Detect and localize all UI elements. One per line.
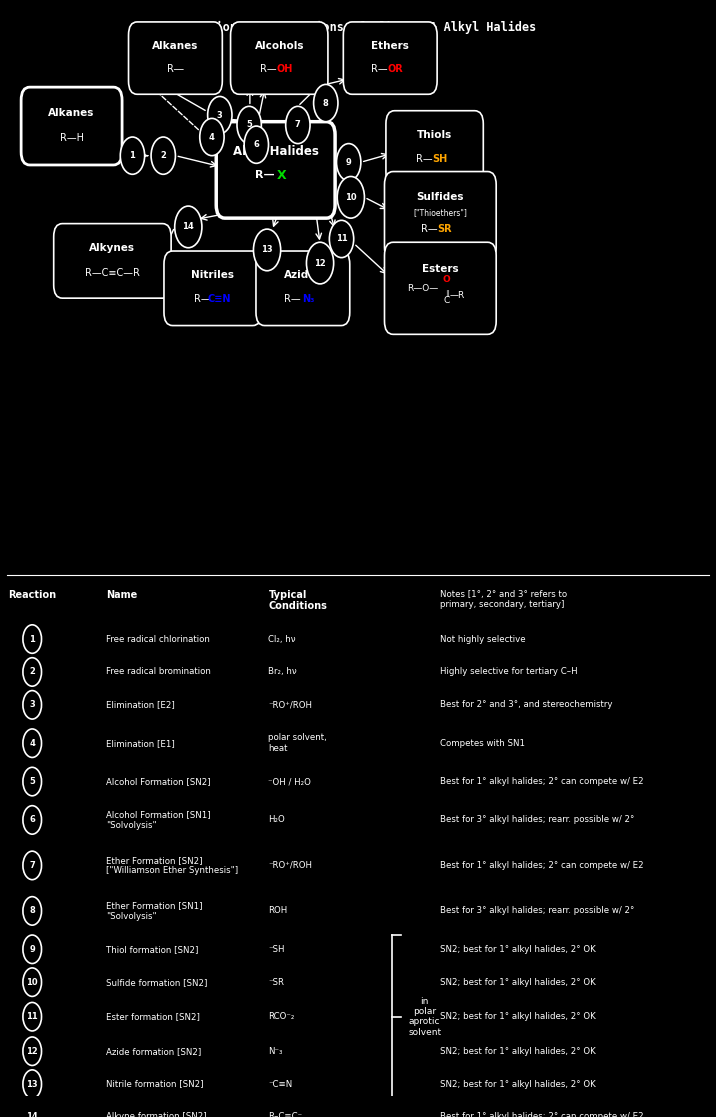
Circle shape xyxy=(23,805,42,834)
Text: Thiol formation [SN2]: Thiol formation [SN2] xyxy=(106,945,198,954)
Text: Alcohol Formation [SN1]
"Solvolysis": Alcohol Formation [SN1] "Solvolysis" xyxy=(106,810,211,830)
Text: Alkyl Halides: Alkyl Halides xyxy=(233,145,319,157)
Text: Nitrile formation [SN2]: Nitrile formation [SN2] xyxy=(106,1080,203,1089)
Text: R—: R— xyxy=(193,294,211,304)
Text: Best for 2° and 3°, and stereochemistry: Best for 2° and 3°, and stereochemistry xyxy=(440,700,613,709)
Text: R–C≡C⁻: R–C≡C⁻ xyxy=(268,1113,303,1117)
Circle shape xyxy=(120,137,145,174)
Circle shape xyxy=(23,690,42,719)
Text: SN2; best for 1° alkyl halides, 2° OK: SN2; best for 1° alkyl halides, 2° OK xyxy=(440,977,596,986)
Text: —R: —R xyxy=(449,292,465,300)
Text: SR: SR xyxy=(437,225,452,235)
Text: 11: 11 xyxy=(336,235,347,244)
Text: Elimination [E2]: Elimination [E2] xyxy=(106,700,175,709)
Circle shape xyxy=(200,118,224,155)
Text: 6: 6 xyxy=(253,141,259,150)
Text: 14: 14 xyxy=(183,222,194,231)
Circle shape xyxy=(286,106,310,144)
FancyBboxPatch shape xyxy=(21,87,122,165)
Text: SN2; best for 1° alkyl halides, 2° OK: SN2; best for 1° alkyl halides, 2° OK xyxy=(440,1047,596,1056)
Text: R—: R— xyxy=(421,225,438,235)
Text: 1: 1 xyxy=(29,634,35,643)
Text: ⁻RO⁺/ROH: ⁻RO⁺/ROH xyxy=(268,700,312,709)
Text: OH: OH xyxy=(276,64,292,74)
Text: ⁻OH / H₂O: ⁻OH / H₂O xyxy=(268,777,311,786)
Text: Typical
Conditions: Typical Conditions xyxy=(268,590,327,611)
Circle shape xyxy=(23,767,42,795)
Text: 13: 13 xyxy=(26,1080,38,1089)
Circle shape xyxy=(23,1070,42,1098)
Text: Highly selective for tertiary C–H: Highly selective for tertiary C–H xyxy=(440,668,578,677)
Text: Free radical bromination: Free radical bromination xyxy=(106,668,211,677)
Text: Not highly selective: Not highly selective xyxy=(440,634,526,643)
Text: R—: R— xyxy=(371,64,388,74)
Text: 8: 8 xyxy=(323,98,329,107)
FancyBboxPatch shape xyxy=(129,22,223,94)
Text: ∥: ∥ xyxy=(445,289,448,296)
Text: 2: 2 xyxy=(160,151,166,160)
Text: Esters: Esters xyxy=(422,264,459,274)
Circle shape xyxy=(208,96,232,134)
Text: C≡N: C≡N xyxy=(208,294,231,304)
Circle shape xyxy=(151,137,175,174)
FancyBboxPatch shape xyxy=(164,251,261,325)
Text: Reaction: Reaction xyxy=(8,590,57,600)
Text: Sulfides: Sulfides xyxy=(417,192,464,202)
Text: Alkynes: Alkynes xyxy=(90,242,135,252)
Text: OR: OR xyxy=(387,64,403,74)
FancyBboxPatch shape xyxy=(386,111,483,185)
Text: Best for 1° alkyl halides; 2° can compete w/ E2: Best for 1° alkyl halides; 2° can compet… xyxy=(440,777,644,786)
Text: 5: 5 xyxy=(246,121,252,130)
Text: 5: 5 xyxy=(29,777,35,786)
Text: R—C≡C—R: R—C≡C—R xyxy=(85,268,140,278)
Text: SN2; best for 1° alkyl halides, 2° OK: SN2; best for 1° alkyl halides, 2° OK xyxy=(440,945,596,954)
Text: H₂O: H₂O xyxy=(268,815,285,824)
Text: Br₂, hν: Br₂, hν xyxy=(268,668,297,677)
Text: 6: 6 xyxy=(29,815,35,824)
Text: R―: R― xyxy=(167,64,184,74)
FancyBboxPatch shape xyxy=(384,172,496,260)
Text: N⁻₃: N⁻₃ xyxy=(268,1047,283,1056)
Text: SN2; best for 1° alkyl halides, 2° OK: SN2; best for 1° alkyl halides, 2° OK xyxy=(440,1012,596,1021)
Text: C: C xyxy=(444,296,450,305)
Text: Cl₂, hν: Cl₂, hν xyxy=(268,634,296,643)
Text: 7: 7 xyxy=(29,861,35,870)
Text: 3: 3 xyxy=(29,700,35,709)
Text: R—O—: R—O— xyxy=(407,284,438,293)
Text: Sulfide formation [SN2]: Sulfide formation [SN2] xyxy=(106,977,208,986)
FancyBboxPatch shape xyxy=(54,223,171,298)
Text: Best for 3° alkyl halides; rearr. possible w/ 2°: Best for 3° alkyl halides; rearr. possib… xyxy=(440,906,634,916)
Text: Nitriles: Nitriles xyxy=(191,270,234,280)
Circle shape xyxy=(23,1102,42,1117)
Text: 8: 8 xyxy=(29,906,35,916)
Circle shape xyxy=(23,658,42,686)
Circle shape xyxy=(23,624,42,653)
Text: Thiols: Thiols xyxy=(417,130,453,140)
Text: 9: 9 xyxy=(346,157,352,166)
Text: ⁻RO⁺/ROH: ⁻RO⁺/ROH xyxy=(268,861,312,870)
Circle shape xyxy=(23,1002,42,1031)
Text: 3: 3 xyxy=(217,111,223,120)
Text: Ester formation [SN2]: Ester formation [SN2] xyxy=(106,1012,200,1021)
Text: ⁻C≡N: ⁻C≡N xyxy=(268,1080,293,1089)
Text: Best for 3° alkyl halides; rearr. possible w/ 2°: Best for 3° alkyl halides; rearr. possib… xyxy=(440,815,634,824)
Circle shape xyxy=(337,176,364,218)
FancyBboxPatch shape xyxy=(344,22,437,94)
Text: 12: 12 xyxy=(314,258,326,268)
Text: SH: SH xyxy=(432,154,448,164)
Text: ROH: ROH xyxy=(268,906,288,916)
Circle shape xyxy=(23,897,42,925)
Circle shape xyxy=(23,851,42,880)
Text: polar solvent,
heat: polar solvent, heat xyxy=(268,734,327,753)
Text: Alcohol Formation [SN2]: Alcohol Formation [SN2] xyxy=(106,777,211,786)
FancyBboxPatch shape xyxy=(216,122,335,218)
Text: 4: 4 xyxy=(209,133,215,142)
Text: Azides: Azides xyxy=(284,270,322,280)
Text: ⁻SH: ⁻SH xyxy=(268,945,285,954)
Text: ⁻SR: ⁻SR xyxy=(268,977,284,986)
Text: X: X xyxy=(276,169,286,182)
Text: 9: 9 xyxy=(29,945,35,954)
Circle shape xyxy=(23,729,42,757)
Text: R—: R— xyxy=(284,294,301,304)
Text: Ethers: Ethers xyxy=(372,41,409,51)
